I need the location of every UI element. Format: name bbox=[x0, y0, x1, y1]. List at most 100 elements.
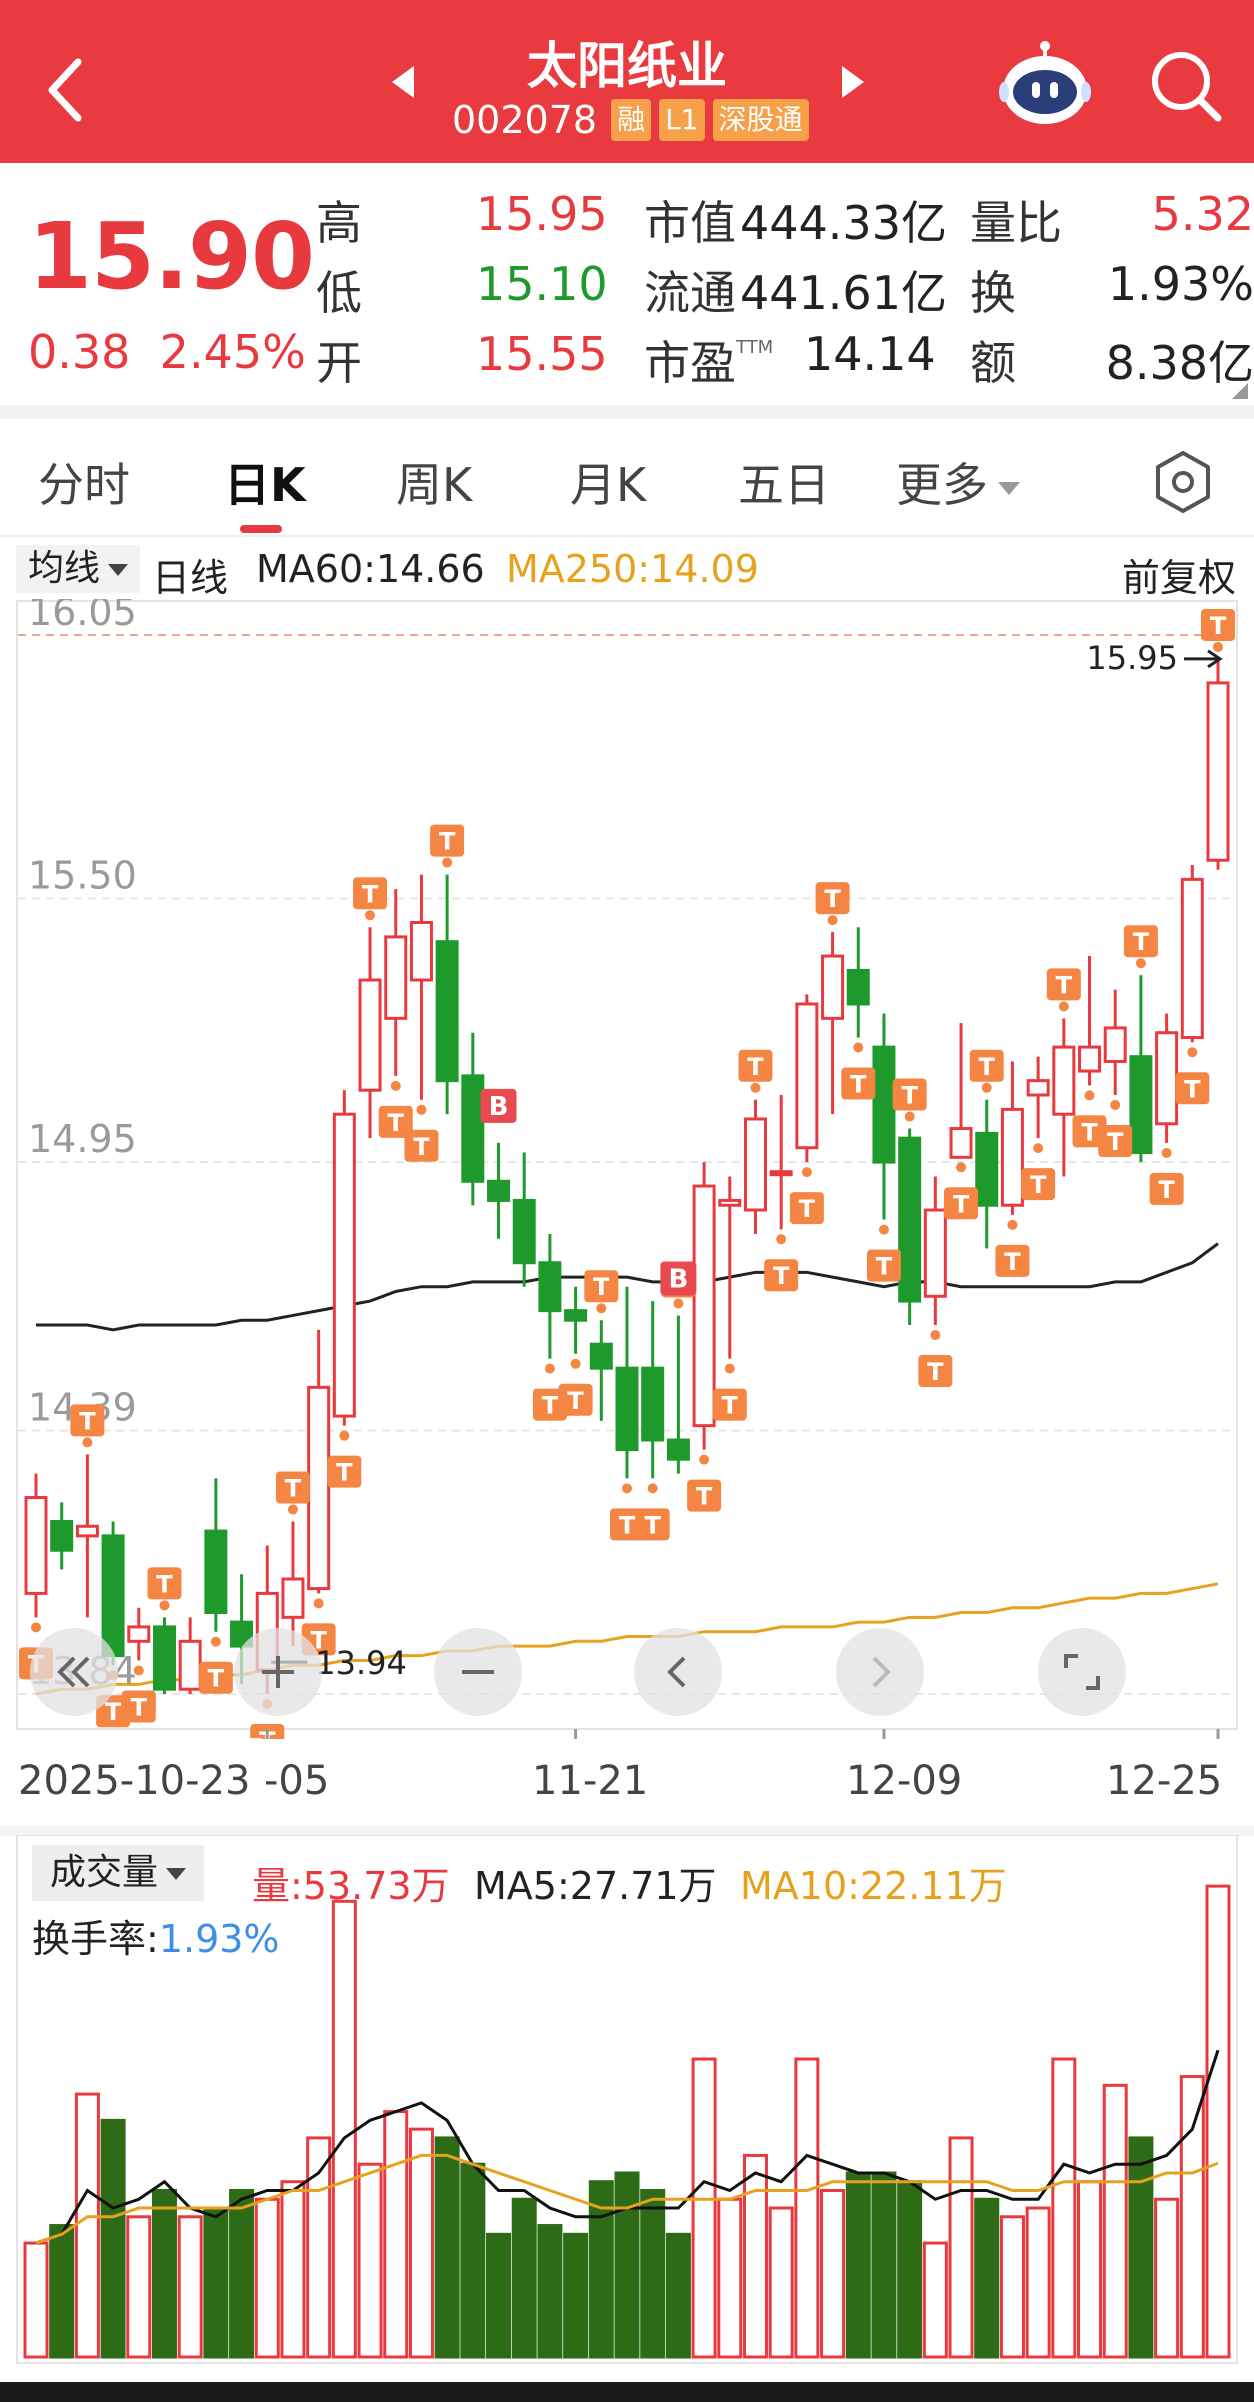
trade-dot bbox=[442, 857, 453, 868]
trade-marker-t bbox=[1201, 608, 1235, 641]
trade-dot bbox=[827, 915, 838, 926]
volume-chart[interactable] bbox=[0, 1835, 1254, 2365]
trade-marker-t bbox=[969, 1049, 1004, 1082]
candle-body bbox=[1180, 877, 1204, 1040]
caret-down-icon bbox=[108, 564, 129, 576]
tab-intraday[interactable]: 分时 bbox=[38, 458, 130, 512]
candle-body bbox=[538, 1261, 562, 1313]
turnover-value: 1.93% bbox=[1107, 257, 1254, 311]
trade-dot bbox=[673, 1298, 684, 1309]
trade-dot bbox=[1084, 1090, 1095, 1101]
candle-body bbox=[666, 1438, 690, 1461]
candle bbox=[718, 1176, 742, 1359]
trade-marker-t bbox=[430, 824, 465, 857]
prev-stock-icon[interactable] bbox=[392, 66, 414, 98]
candle-body bbox=[50, 1519, 74, 1552]
robot-assistant-button[interactable] bbox=[998, 40, 1092, 132]
zoom-in-button[interactable] bbox=[234, 1628, 322, 1716]
candle-body bbox=[821, 954, 845, 1020]
candle bbox=[332, 1090, 356, 1426]
trade-dot bbox=[544, 1363, 555, 1374]
candle bbox=[1206, 658, 1230, 870]
trade-dot bbox=[339, 1430, 350, 1441]
ma60-value: MA60:14.66 bbox=[256, 547, 485, 591]
trade-dot bbox=[210, 1636, 221, 1647]
search-button[interactable] bbox=[1148, 48, 1224, 124]
candle bbox=[281, 1521, 305, 1647]
candle-body bbox=[1129, 1055, 1153, 1155]
candle bbox=[435, 874, 459, 1115]
trade-marker-t bbox=[1175, 1072, 1210, 1105]
volume-type-dropdown[interactable]: 成交量 bbox=[32, 1845, 205, 1901]
trade-dot bbox=[159, 1600, 170, 1611]
trade-dot bbox=[390, 1080, 401, 1091]
candle bbox=[1103, 989, 1127, 1096]
trade-marker-label: T bbox=[901, 1082, 918, 1110]
stock-name: 太阳纸业 bbox=[527, 37, 727, 95]
candle-body bbox=[461, 1074, 485, 1183]
tab-daily-k[interactable]: 日K bbox=[224, 458, 306, 512]
tab-monthly-k[interactable]: 月K bbox=[570, 458, 647, 512]
trade-marker-label: T bbox=[362, 880, 379, 908]
change-percent: 2.45% bbox=[159, 325, 306, 379]
trade-dot bbox=[133, 1665, 144, 1676]
tab-more[interactable]: 更多 bbox=[896, 449, 1020, 515]
scroll-left-button[interactable] bbox=[30, 1628, 118, 1716]
expand-corner-icon[interactable] bbox=[1232, 383, 1248, 399]
market-cap-value: 444.33亿 bbox=[740, 196, 947, 250]
trade-marker-label: T bbox=[722, 1392, 739, 1420]
candle-body bbox=[384, 935, 408, 1020]
tab-weekly-k[interactable]: 周K bbox=[396, 458, 473, 512]
quote-panel: 15.90 0.38 2.45% 高 15.95 低 15.10 开 15.55… bbox=[0, 163, 1254, 405]
trade-marker-label: T bbox=[285, 1474, 302, 1502]
step-right-button[interactable] bbox=[836, 1628, 924, 1716]
next-stock-icon[interactable] bbox=[842, 66, 864, 98]
trade-marker-t bbox=[918, 1355, 953, 1388]
buy-marker-label: B bbox=[668, 1264, 688, 1294]
trade-marker-label: T bbox=[876, 1253, 893, 1281]
trade-marker-t bbox=[738, 1049, 773, 1082]
candle bbox=[898, 1128, 922, 1326]
trade-dot bbox=[1213, 641, 1223, 652]
candle bbox=[204, 1478, 228, 1632]
trade-marker-label: T bbox=[953, 1190, 970, 1218]
candle-body bbox=[487, 1179, 511, 1202]
search-icon bbox=[1152, 52, 1222, 122]
trade-marker-label: T bbox=[1004, 1248, 1021, 1276]
trade-marker-t bbox=[1021, 1168, 1056, 1201]
trade-marker-label: T bbox=[979, 1053, 996, 1081]
trade-dot bbox=[904, 1111, 915, 1122]
step-left-button[interactable] bbox=[634, 1628, 722, 1716]
candle bbox=[975, 1099, 999, 1249]
zoom-out-button[interactable] bbox=[434, 1628, 522, 1716]
candle-body bbox=[204, 1529, 228, 1615]
trade-marker-t bbox=[378, 1105, 413, 1138]
candle bbox=[1129, 975, 1153, 1163]
candle-body bbox=[435, 940, 459, 1083]
volume-ratio-label: 量比 bbox=[970, 196, 1062, 250]
volume-bar bbox=[254, 2197, 280, 2359]
adjust-mode-button[interactable]: 前复权 bbox=[1121, 556, 1236, 600]
trade-marker-t bbox=[789, 1192, 824, 1225]
back-button[interactable] bbox=[40, 50, 100, 130]
candle-body bbox=[872, 1045, 896, 1164]
chart-settings-button[interactable] bbox=[1150, 449, 1216, 515]
candle bbox=[307, 1329, 331, 1594]
candle bbox=[178, 1617, 202, 1694]
step-right-icon bbox=[872, 1656, 891, 1688]
volume-bar bbox=[280, 2180, 306, 2359]
tab-five-day[interactable]: 五日 bbox=[738, 458, 830, 512]
ma-type-dropdown[interactable]: 均线 bbox=[16, 545, 141, 593]
candle-body bbox=[795, 1002, 819, 1150]
candle bbox=[152, 1617, 176, 1694]
stock-header: 太阳纸业 002078 融 L1 深股通 bbox=[0, 0, 1254, 163]
divider bbox=[0, 405, 1254, 419]
low-label: 低 bbox=[316, 266, 362, 320]
trade-dot bbox=[622, 1483, 632, 1494]
volume-bar bbox=[537, 2224, 563, 2359]
volume-bar bbox=[768, 2206, 794, 2359]
caret-down-icon bbox=[166, 1868, 187, 1880]
candle bbox=[1180, 865, 1204, 1043]
fullscreen-button[interactable] bbox=[1038, 1628, 1126, 1716]
